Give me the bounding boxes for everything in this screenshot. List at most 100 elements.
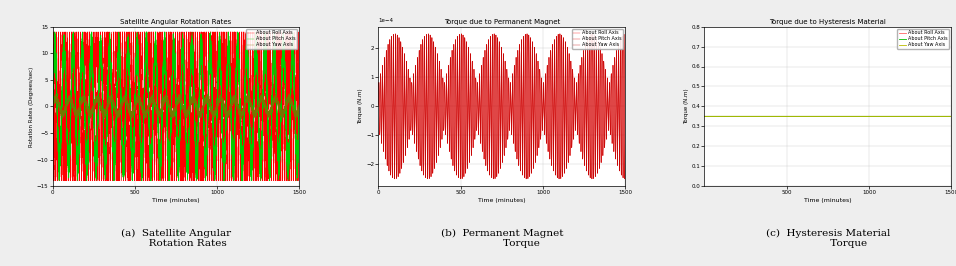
About Yaw Axis xyxy=(882,115,894,118)
Legend: About Roll Axis, About Pitch Axis, About Yaw Axis: About Roll Axis, About Pitch Axis, About… xyxy=(898,29,948,49)
About Pitch Axis xyxy=(196,49,207,53)
About Yaw Axis xyxy=(163,104,175,107)
About Yaw Axis xyxy=(224,108,235,111)
About Pitch Axis xyxy=(744,115,755,118)
About Roll Axis xyxy=(163,126,175,129)
About Pitch Axis xyxy=(882,115,894,118)
About Roll Axis xyxy=(699,115,710,118)
Line: About Roll Axis: About Roll Axis xyxy=(53,32,299,181)
About Roll Axis xyxy=(847,115,858,118)
Line: About Roll Axis: About Roll Axis xyxy=(379,34,625,179)
About Roll Axis xyxy=(619,177,631,181)
About Pitch Axis xyxy=(489,156,501,160)
About Pitch Axis xyxy=(163,172,175,175)
About Roll Axis xyxy=(489,163,501,166)
About Pitch Axis xyxy=(47,109,58,112)
About Pitch Axis xyxy=(532,150,543,153)
About Roll Axis xyxy=(278,46,290,49)
About Roll Axis xyxy=(744,115,755,118)
Y-axis label: Rotation Rates (Degrees/sec): Rotation Rates (Degrees/sec) xyxy=(29,66,34,147)
About Roll Axis xyxy=(882,115,894,118)
Legend: About Roll Axis, About Pitch Axis, About Yaw Axis: About Roll Axis, About Pitch Axis, About… xyxy=(246,29,297,49)
About Yaw Axis xyxy=(847,115,858,118)
About Yaw Axis xyxy=(489,156,501,159)
About Pitch Axis xyxy=(434,141,445,144)
About Roll Axis xyxy=(108,130,120,133)
About Roll Axis xyxy=(619,105,631,108)
About Yaw Axis xyxy=(278,113,290,116)
About Pitch Axis xyxy=(793,115,804,118)
About Yaw Axis xyxy=(434,140,445,143)
Line: About Yaw Axis: About Yaw Axis xyxy=(379,34,625,179)
About Roll Axis xyxy=(902,115,913,118)
About Roll Axis xyxy=(859,115,871,118)
About Pitch Axis xyxy=(49,30,60,34)
About Yaw Axis xyxy=(522,169,533,172)
About Roll Axis xyxy=(434,138,445,141)
About Yaw Axis xyxy=(206,105,217,108)
About Pitch Axis xyxy=(699,115,710,118)
About Yaw Axis xyxy=(196,109,207,112)
About Yaw Axis xyxy=(72,118,83,121)
X-axis label: Time (minutes): Time (minutes) xyxy=(478,198,526,203)
About Pitch Axis xyxy=(603,81,615,84)
About Pitch Axis xyxy=(550,168,561,171)
About Pitch Axis xyxy=(224,69,235,72)
About Pitch Axis xyxy=(293,105,305,108)
Title: Torque due to Hysteresis Material: Torque due to Hysteresis Material xyxy=(770,19,886,25)
About Pitch Axis xyxy=(902,115,913,118)
About Roll Axis xyxy=(603,81,615,84)
Text: (b)  Permanent Magnet
            Torque: (b) Permanent Magnet Torque xyxy=(441,229,563,248)
About Yaw Axis xyxy=(108,104,120,107)
About Pitch Axis xyxy=(108,171,120,174)
About Roll Axis xyxy=(47,98,58,101)
About Roll Axis xyxy=(224,179,235,182)
About Pitch Axis xyxy=(859,115,871,118)
About Yaw Axis xyxy=(132,92,143,95)
About Pitch Axis xyxy=(54,179,65,182)
About Yaw Axis xyxy=(793,115,804,118)
About Roll Axis xyxy=(522,162,533,165)
About Yaw Axis xyxy=(532,151,543,154)
About Pitch Axis xyxy=(206,45,217,48)
About Pitch Axis xyxy=(390,32,402,35)
About Roll Axis xyxy=(793,115,804,118)
About Yaw Axis xyxy=(520,177,532,181)
About Yaw Axis xyxy=(47,105,58,108)
Title: Satellite Angular Rotation Rates: Satellite Angular Rotation Rates xyxy=(120,19,231,25)
About Roll Axis xyxy=(945,115,956,118)
X-axis label: Time (minutes): Time (minutes) xyxy=(804,198,852,203)
About Pitch Axis xyxy=(389,177,401,181)
Line: About Pitch Axis: About Pitch Axis xyxy=(379,34,625,179)
Title: Torque due to Permanent Magnet: Torque due to Permanent Magnet xyxy=(444,19,560,25)
Y-axis label: Torque (N.m): Torque (N.m) xyxy=(358,89,363,124)
About Roll Axis xyxy=(196,135,207,138)
About Roll Axis xyxy=(48,179,59,182)
Y-axis label: Torque (N.m): Torque (N.m) xyxy=(684,89,688,124)
About Yaw Axis xyxy=(744,115,755,118)
Text: (a)  Satellite Angular
       Rotation Rates: (a) Satellite Angular Rotation Rates xyxy=(121,229,231,248)
About Pitch Axis xyxy=(522,167,533,171)
About Yaw Axis xyxy=(902,115,913,118)
X-axis label: Time (minutes): Time (minutes) xyxy=(152,198,200,203)
About Pitch Axis xyxy=(278,57,290,60)
About Yaw Axis xyxy=(373,103,384,106)
About Yaw Axis xyxy=(699,115,710,118)
About Roll Axis xyxy=(206,144,217,148)
About Roll Axis xyxy=(293,104,305,107)
About Yaw Axis xyxy=(550,169,561,172)
About Roll Axis xyxy=(47,30,58,34)
About Pitch Axis xyxy=(847,115,858,118)
Line: About Yaw Axis: About Yaw Axis xyxy=(53,93,299,119)
About Pitch Axis xyxy=(373,104,384,107)
About Roll Axis xyxy=(532,147,543,150)
About Pitch Axis xyxy=(619,101,631,104)
About Roll Axis xyxy=(373,105,384,108)
Text: (c)  Hysteresis Material
             Torque: (c) Hysteresis Material Torque xyxy=(766,229,890,248)
About Yaw Axis xyxy=(455,32,467,35)
About Yaw Axis xyxy=(619,98,631,101)
About Yaw Axis xyxy=(293,106,305,110)
Line: About Pitch Axis: About Pitch Axis xyxy=(53,32,299,181)
About Yaw Axis xyxy=(945,115,956,118)
About Roll Axis xyxy=(550,164,561,167)
